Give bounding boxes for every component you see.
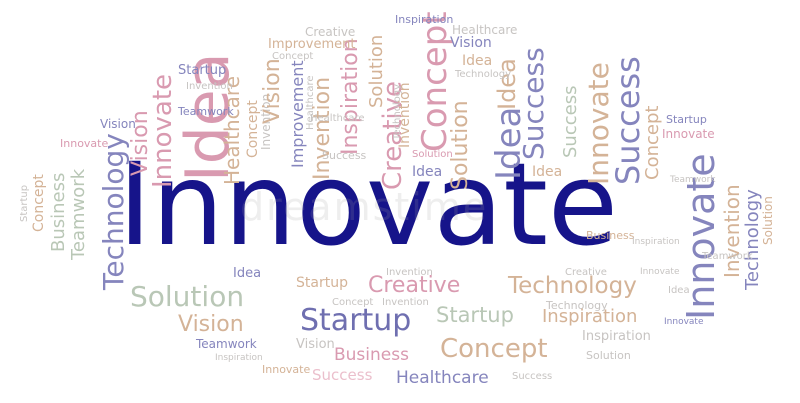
word-solution-vertical-2: Solution bbox=[448, 100, 473, 190]
word-startup-lower: Startup bbox=[296, 275, 348, 291]
word-technology-lower-small: Technology bbox=[546, 299, 608, 312]
word-success-vertical-small: Success bbox=[560, 85, 581, 158]
word-inspiration-vertical: Inspiration bbox=[338, 38, 363, 155]
word-invention-vertical: Invention bbox=[310, 76, 335, 180]
word-idea-top: Idea bbox=[462, 53, 493, 69]
word-technology-top: Technology bbox=[455, 69, 512, 80]
word-creative-lower: Creative bbox=[368, 273, 461, 298]
word-solution-vertical-right: Solution bbox=[761, 196, 775, 245]
word-idea-vertical-3: Idea bbox=[493, 58, 521, 110]
word-solution-lower: Solution bbox=[130, 280, 245, 313]
word-innovate-bottom: Innovate bbox=[262, 363, 311, 376]
word-vision-lower: Vision bbox=[178, 312, 244, 337]
word-startup-top-left: Startup bbox=[178, 63, 227, 78]
watermark-text: dreamstime bbox=[240, 185, 489, 229]
word-concept-vertical-small: Concept bbox=[31, 174, 47, 232]
word-improvement-top: Improvement bbox=[268, 37, 356, 52]
word-innovate-right-small: Innovate bbox=[662, 127, 715, 141]
word-idea-small-2: Idea bbox=[532, 164, 563, 180]
word-inspiration-lower-small: Inspiration bbox=[582, 329, 651, 344]
word-solution-small: Solution bbox=[412, 149, 453, 160]
word-startup-lower-2: Startup bbox=[436, 303, 514, 327]
word-invention-lower-2: Invention bbox=[382, 297, 429, 308]
word-invention-top: Invention bbox=[186, 81, 233, 92]
word-vision-top: Vision bbox=[450, 35, 492, 51]
word-innovate-far-right: Innovate bbox=[640, 267, 680, 277]
word-technology-vertical: Technology bbox=[97, 133, 130, 290]
word-innovate-left-small: Innovate bbox=[60, 137, 109, 150]
word-creative-top: Creative bbox=[305, 25, 356, 39]
word-innovate-lower-small: Innovate bbox=[664, 317, 704, 327]
word-concept-vertical: Concept bbox=[415, 11, 455, 152]
word-idea-small: Idea bbox=[412, 164, 443, 180]
word-success-bottom-small: Success bbox=[512, 371, 553, 382]
word-teamwork-vertical: Teamwork bbox=[68, 168, 89, 260]
word-startup-vertical-small: Startup bbox=[19, 184, 30, 222]
word-technology-vertical-right: Technology bbox=[742, 189, 763, 290]
word-vision-lower-small: Vision bbox=[296, 337, 335, 352]
word-business-vertical: Business bbox=[48, 172, 69, 252]
word-technology-lower: Technology bbox=[508, 273, 637, 299]
word-concept-vertical-2: Concept bbox=[245, 100, 261, 158]
word-innovate-main: Innovate bbox=[118, 138, 619, 271]
word-concept-lower-big: Concept bbox=[440, 334, 548, 364]
word-innovate-vertical: Innovate bbox=[148, 73, 178, 188]
word-startup-right: Startup bbox=[666, 113, 707, 126]
word-invention-vertical-2: Invention bbox=[397, 82, 413, 148]
word-inspiration-top: Inspiration bbox=[395, 13, 454, 26]
word-business-right: Business bbox=[586, 229, 635, 242]
word-inspiration-tiny: Inspiration bbox=[215, 353, 263, 363]
word-solution-lower-small: Solution bbox=[586, 349, 631, 362]
word-success-vertical: Success bbox=[517, 47, 550, 160]
word-invention-lower: Invention bbox=[386, 267, 433, 278]
word-success-vertical-2: Success bbox=[609, 56, 647, 185]
word-healthcare-small: Healthcare bbox=[310, 113, 365, 124]
word-concept-lower: Concept bbox=[332, 297, 374, 308]
word-concept-top: Concept bbox=[272, 51, 314, 62]
word-teamwork-lower: Teamwork bbox=[196, 337, 257, 351]
word-teamwork-right: Teamwork bbox=[670, 175, 716, 185]
word-idea-lower-small: Idea bbox=[668, 285, 690, 296]
word-startup-lower-big: Startup bbox=[300, 303, 412, 338]
word-inspiration-lower: Inspiration bbox=[542, 306, 638, 327]
word-healthcare-bottom: Healthcare bbox=[396, 368, 489, 388]
word-teamwork-top: Teamwork bbox=[178, 105, 234, 118]
word-success-small: Success bbox=[322, 149, 367, 162]
word-healthcare-top: Healthcare bbox=[452, 23, 518, 37]
word-inspiration-right: Inspiration bbox=[632, 237, 680, 247]
word-business-lower: Business bbox=[334, 345, 409, 365]
word-teamwork-far-right: Teamwork bbox=[702, 251, 753, 262]
word-vision-left: Vision bbox=[100, 117, 136, 131]
word-healthcare-vertical: Healthcare bbox=[220, 75, 244, 185]
word-vision-vertical-2: Vision bbox=[260, 58, 285, 124]
word-improvement-vertical: Improvement bbox=[288, 60, 307, 168]
word-creative-lower-small: Creative bbox=[565, 267, 607, 278]
word-idea-lower: Idea bbox=[233, 266, 262, 281]
word-invention-vertical-right: Invention bbox=[720, 184, 744, 278]
word-concept-vertical-3: Concept bbox=[642, 105, 663, 180]
word-success-bottom: Success bbox=[312, 366, 373, 384]
